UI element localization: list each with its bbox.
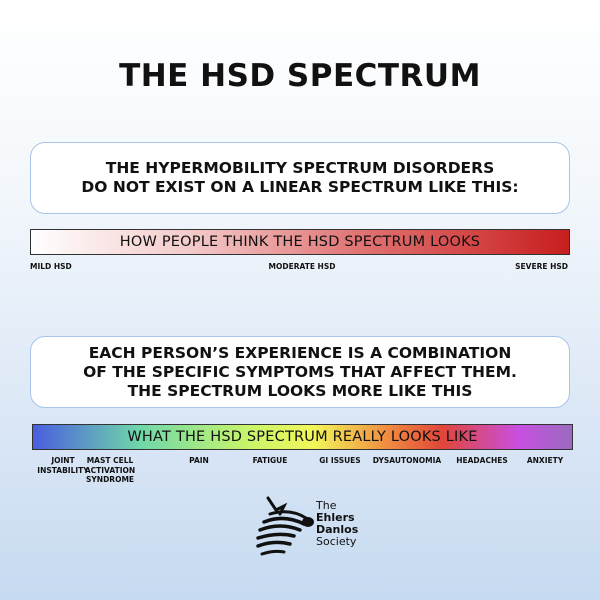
symptom-label-line: JOINT [51, 456, 75, 465]
bar-label: WHAT THE HSD SPECTRUM REALLY LOOKS LIKE [127, 429, 478, 445]
symptom-label-line: SYNDROME [85, 475, 135, 484]
statement-line: OF THE SPECIFIC SYMPTOMS THAT AFFECT THE… [83, 362, 517, 381]
symptom-label: HEADACHES [437, 456, 527, 466]
page-title: THE HSD SPECTRUM [119, 58, 481, 94]
symptom-label-line: PAIN [189, 456, 209, 465]
symptom-label: PAIN [154, 456, 244, 466]
symptom-label-line: INSTABILITY [37, 465, 89, 475]
symptom-label-line: ANXIETY [526, 456, 564, 465]
symptom-label-line: GI ISSUES [319, 456, 361, 465]
statement-line: DO NOT EXIST ON A LINEAR SPECTRUM LIKE T… [81, 178, 519, 196]
logo-line: Society [316, 535, 357, 548]
tick-severe: SEVERE HSD [515, 262, 568, 271]
symptom-label: MAST CELL ACTIVATION SYNDROME [65, 456, 155, 485]
symptom-label: FATIGUE [225, 456, 315, 466]
linear-spectrum-statement: THE HYPERMOBILITY SPECTRUM DISORDERS DO … [30, 142, 570, 214]
symptom-label-line: FATIGUE [252, 456, 288, 465]
tick-moderate: MODERATE HSD [268, 262, 336, 271]
symptom-label: DYSAUTONOMIA [362, 456, 452, 466]
symptom-label-line: MAST CELL [86, 456, 134, 465]
symptom-label-line: DYSAUTONOMIA [372, 456, 442, 465]
rainbow-spectrum-bar: WHAT THE HSD SPECTRUM REALLY LOOKS LIKE [32, 424, 573, 450]
symptom-label-line: ACTIVATION [84, 465, 136, 475]
zebra-icon [256, 496, 314, 556]
logo-line: Ehlers [316, 511, 355, 524]
linear-spectrum-bar: HOW PEOPLE THINK THE HSD SPECTRUM LOOKS [30, 229, 570, 255]
statement-line: EACH PERSON’S EXPERIENCE IS A COMBINATIO… [88, 343, 512, 362]
logo-line: The [316, 499, 337, 512]
symptom-label: ANXIETY [500, 456, 590, 466]
symptom-label: JOINT INSTABILITY [18, 456, 108, 475]
symptom-label-line: HEADACHES [456, 456, 508, 465]
combination-statement: EACH PERSON’S EXPERIENCE IS A COMBINATIO… [30, 336, 570, 408]
tick-mild: MILD HSD [30, 262, 72, 271]
symptom-label: GI ISSUES [295, 456, 385, 466]
statement-line: THE SPECTRUM LOOKS MORE LIKE THIS [127, 381, 473, 400]
bar-label: HOW PEOPLE THINK THE HSD SPECTRUM LOOKS [119, 234, 481, 250]
statement-line: THE HYPERMOBILITY SPECTRUM DISORDERS [105, 159, 495, 177]
logo-wordmark: The Ehlers Danlos Society [316, 500, 358, 548]
logo-line: Danlos [316, 523, 359, 536]
